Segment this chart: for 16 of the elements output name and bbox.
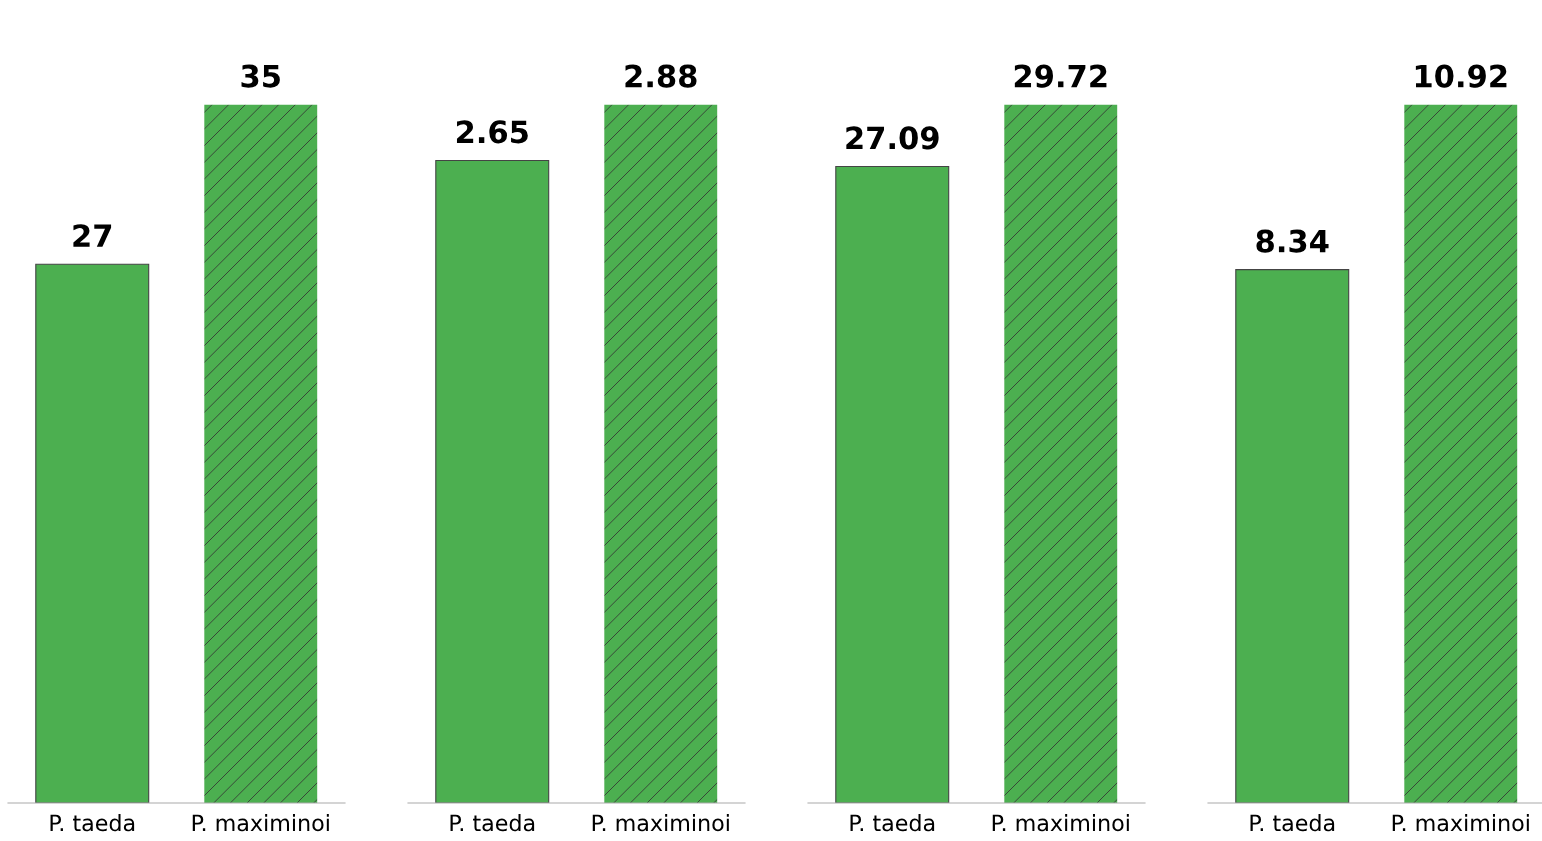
data-label: 2.88: [625, 64, 697, 88]
x-tick-label: P. maximinoi: [192, 814, 329, 832]
x-tick-label: P. taeda: [450, 814, 535, 832]
data-label: 10.92: [1415, 64, 1507, 88]
x-tick-label: P. maximinoi: [992, 814, 1129, 832]
data-label: 27: [73, 224, 112, 247]
data-label: 35: [241, 64, 280, 88]
data-label: 27.09: [846, 126, 939, 150]
x-tick-label: P. maximinoi: [592, 814, 729, 832]
x-tick-label: P. maximinoi: [1392, 814, 1529, 832]
data-label: 29.72: [1014, 64, 1107, 88]
x-tick-label: P. taeda: [850, 814, 935, 832]
data-label: 8.34: [1256, 229, 1329, 253]
x-tick-label: P. taeda: [1250, 814, 1335, 832]
x-tick-label: P. taeda: [50, 814, 135, 832]
data-label: 2.65: [456, 120, 528, 144]
